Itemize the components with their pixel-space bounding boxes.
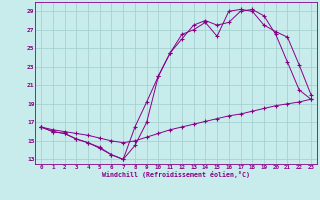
X-axis label: Windchill (Refroidissement éolien,°C): Windchill (Refroidissement éolien,°C)	[102, 171, 250, 178]
